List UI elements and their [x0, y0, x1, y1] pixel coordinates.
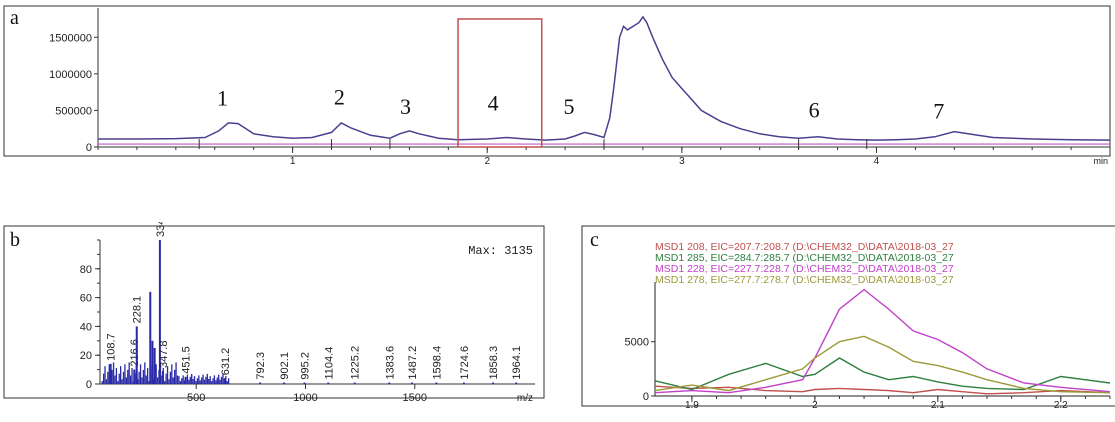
chromatogram-trace [98, 15, 1111, 141]
peak-mz-label: 228.1 [132, 296, 144, 324]
y-tick-label: 5000 [625, 337, 649, 349]
legend-entry: MSD1 208, EIC=207.7:208.7 (D:\CHEM32_D\D… [655, 241, 954, 253]
peak-mz-label: 1724.6 [459, 346, 471, 380]
y-tick-label: 0 [643, 391, 649, 403]
peak-mz-label: 347.8 [158, 341, 170, 369]
x-tick-label: 2.1 [931, 400, 945, 411]
y-tick-label: 60 [80, 293, 92, 305]
peak-label: 6 [809, 98, 820, 123]
x-tick-label: 2.2 [1054, 400, 1068, 411]
mass-spectrum-panel: b Max: 3135 0 20 40 60 80 500 1000 1500 m/z 108.7 21… [0, 209, 550, 417]
peak-label: 2 [334, 85, 345, 110]
peak-mz-label: 1598.4 [431, 346, 443, 380]
peak-mz-label: 1858.3 [488, 346, 500, 380]
eic-chart: c MSD1 208, EIC=207.7:208.7 (D:\CHEM32_D\… [581, 225, 1115, 411]
chart-frame [581, 225, 1115, 407]
peak-label: 7 [933, 98, 944, 123]
eic-trace [654, 357, 1111, 391]
x-tick-label: 2 [484, 156, 490, 167]
legend-entry: MSD1 285, EIC=284.7:285.7 (D:\CHEM32_D\D… [655, 252, 954, 264]
y-tick-label: 1500000 [49, 32, 92, 44]
peak-mz-label: 902.1 [279, 352, 291, 380]
chromatogram-chart: a 0 500000 1000000 1500000 1 2 3 4 min 1 2 3 4 5 6 7 [3, 5, 1111, 167]
chart-frame [3, 5, 1111, 157]
peak-mz-label: 108.7 [106, 333, 118, 361]
x-tick-label: 2 [812, 400, 818, 411]
panel-label: b [10, 229, 20, 251]
y-tick-label: 0 [86, 142, 92, 154]
x-axis-unit: min [1093, 156, 1108, 166]
eic-trace [654, 335, 1111, 394]
chromatogram-panel: a 0 500000 1000000 1500000 1 2 3 4 min 1 2 3 4 5 6 7 [0, 0, 1115, 170]
y-tick-label: 1000000 [49, 69, 92, 81]
y-tick-label: 0 [86, 379, 92, 391]
x-tick-label: 500 [187, 392, 205, 404]
peak-mz-label: 1964.1 [511, 346, 523, 380]
peak-label: 5 [563, 94, 574, 119]
peak-mz-label: 1487.2 [407, 346, 419, 380]
eic-trace [654, 288, 1111, 394]
peak-mz-label: 995.2 [299, 352, 311, 380]
peak-mz-label: 1383.6 [384, 346, 396, 380]
legend-entry: MSD1 228, EIC=227.7:228.7 (D:\CHEM32_D\D… [655, 263, 954, 275]
y-tick-label: 80 [80, 264, 92, 276]
peak-mz-label: 334.0 [155, 222, 167, 237]
peak-mz-label: 1225.2 [350, 346, 362, 380]
peak-mz-label: 1104.4 [323, 347, 335, 380]
panel-label: a [10, 7, 19, 29]
peak-label: 3 [400, 94, 411, 119]
legend-entry: MSD1 278, EIC=277.7:278.7 (D:\CHEM32_D\D… [655, 274, 954, 286]
x-axis-label: m/z [517, 393, 533, 404]
chart-frame [3, 225, 545, 399]
y-tick-label: 500000 [55, 105, 92, 117]
eic-panel: c MSD1 208, EIC=207.7:208.7 (D:\CHEM32_D\… [550, 222, 1115, 417]
x-tick-label: 4 [874, 156, 880, 167]
max-intensity: Max: 3135 [468, 244, 533, 258]
peak-mz-label: 216.6 [129, 339, 141, 367]
eic-trace [654, 385, 1111, 395]
panel-label: c [590, 229, 599, 251]
peak-mz-label: 792.3 [255, 352, 267, 380]
peak-label: 1 [217, 85, 228, 110]
x-tick-label: 1000 [293, 392, 317, 404]
x-tick-label: 3 [679, 156, 685, 167]
peak-mz-label: 451.5 [181, 346, 193, 374]
x-tick-label: 1 [290, 156, 296, 167]
highlight-box [457, 18, 543, 148]
x-tick-label: 1500 [403, 392, 427, 404]
peak-mz-label: 631.2 [220, 348, 232, 376]
mass-spectrum-chart: b Max: 3135 0 20 40 60 80 500 1000 1500 m/z 108.7 21… [3, 209, 545, 404]
y-tick-label: 40 [80, 321, 92, 333]
x-tick-label: 1.9 [685, 400, 699, 411]
peak-label: 4 [488, 90, 499, 115]
y-tick-label: 20 [80, 350, 92, 362]
